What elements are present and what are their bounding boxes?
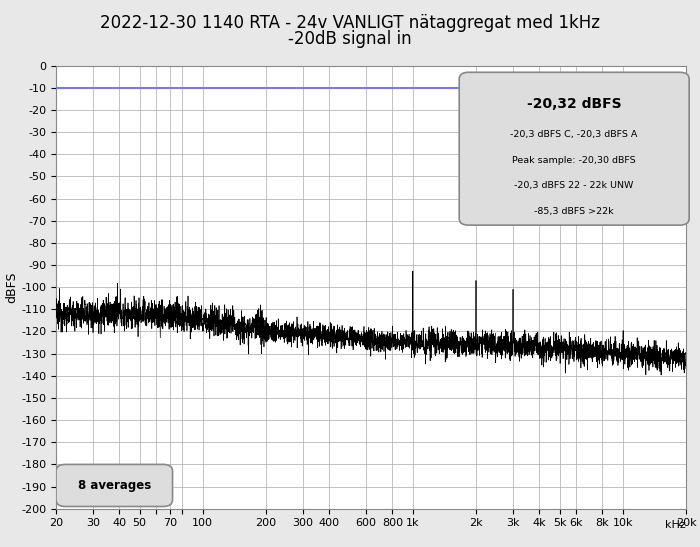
Text: kHz: kHz (665, 520, 686, 530)
Y-axis label: dBFS: dBFS (6, 271, 18, 303)
FancyBboxPatch shape (459, 72, 689, 225)
Text: -20,3 dBFS C, -20,3 dBFS A: -20,3 dBFS C, -20,3 dBFS A (510, 130, 638, 139)
Text: -85,3 dBFS >22k: -85,3 dBFS >22k (534, 207, 614, 216)
Text: 2022-12-30 1140 RTA - 24v VANLIGT nätaggregat med 1kHz: 2022-12-30 1140 RTA - 24v VANLIGT nätagg… (100, 14, 600, 32)
Text: 8 averages: 8 averages (78, 479, 151, 492)
Text: -20,32 dBFS: -20,32 dBFS (527, 97, 622, 110)
Text: Peak sample: -20,30 dBFS: Peak sample: -20,30 dBFS (512, 155, 636, 165)
Text: -20,3 dBFS 22 - 22k UNW: -20,3 dBFS 22 - 22k UNW (514, 181, 634, 190)
FancyBboxPatch shape (56, 464, 173, 507)
Text: -20dB signal in: -20dB signal in (288, 30, 412, 48)
